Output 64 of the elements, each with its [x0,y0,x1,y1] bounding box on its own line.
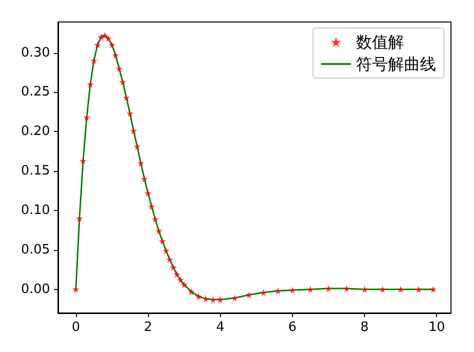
y-tick-label: 0.05 [21,242,50,258]
y-tick-label: 0.00 [21,282,50,297]
y-tick-label: 0.20 [21,124,50,140]
point [343,285,350,292]
point [76,214,83,222]
x-tick-label: 2 [144,320,152,335]
point [86,80,94,88]
point [162,247,170,254]
point [361,286,368,293]
point [140,175,148,182]
point [170,264,177,271]
y-tick-label: 0.10 [21,202,50,218]
point [210,296,216,304]
x-tick-label: 4 [216,320,224,335]
x-tick-label: 10 [428,320,446,335]
point [90,57,98,64]
point [173,270,180,278]
point [274,287,282,294]
point [144,190,152,197]
y-tick-label: 0.15 [21,164,50,179]
point [158,238,166,245]
point [104,35,112,42]
point [231,294,238,302]
point [177,276,184,284]
point [397,286,404,293]
point [94,41,102,48]
point [130,127,138,134]
y-tick-label: 0.30 [21,45,50,60]
x-tick-label: 8 [360,320,369,335]
point [108,41,116,48]
point [134,143,141,150]
y-tick-label: 0.25 [21,84,50,100]
x-tick-label: 6 [288,320,297,335]
point [137,160,144,167]
point [202,295,210,302]
point [188,288,195,296]
point [83,114,90,121]
x-tick-label: 0 [72,320,80,335]
legend-label: 数值解 [356,32,404,52]
point [119,78,126,86]
point [166,256,174,263]
point [126,110,134,117]
point [415,286,422,293]
point [379,286,386,293]
point [306,286,314,293]
point [122,94,130,102]
point [180,281,188,288]
point [246,291,253,298]
point [324,285,332,292]
point [152,216,159,223]
point [101,32,108,39]
point [98,33,105,40]
point [112,52,120,59]
point [155,227,162,234]
point [195,292,202,300]
point [430,286,437,293]
point [216,296,224,304]
point [80,157,87,164]
point [116,65,123,72]
legend-label: 符号解曲线 [356,54,436,74]
point [72,286,80,293]
point [288,286,296,294]
point [148,203,156,210]
point [260,288,268,296]
